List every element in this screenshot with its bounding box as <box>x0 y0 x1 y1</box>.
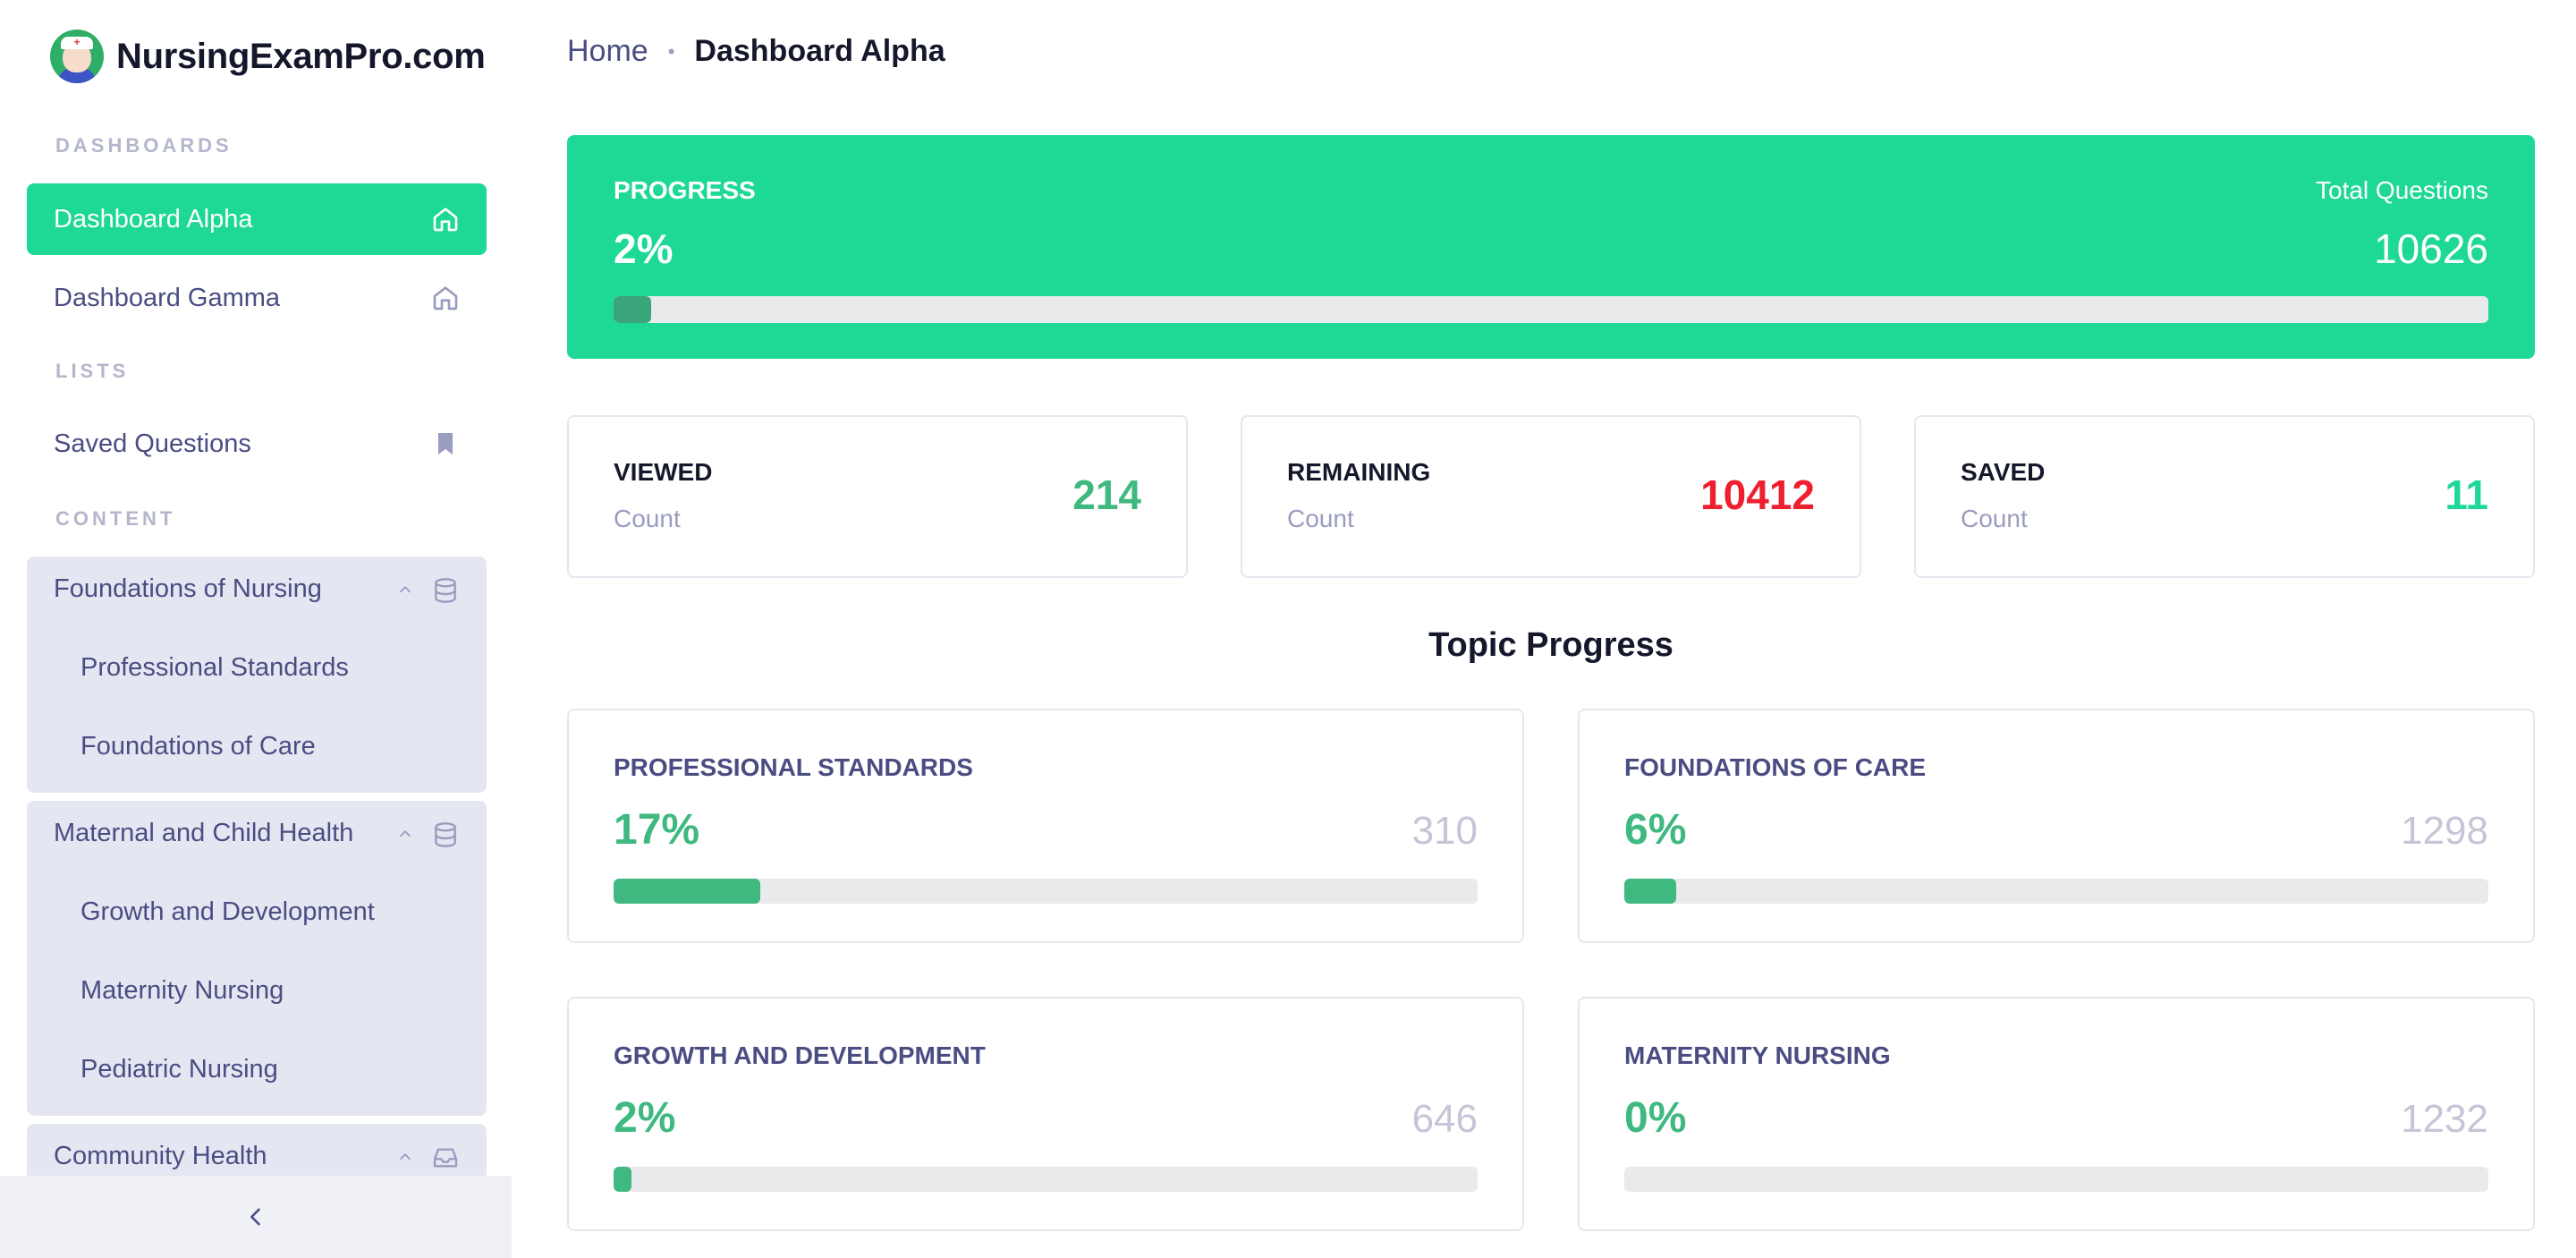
breadcrumb-home-link[interactable]: Home <box>567 34 648 68</box>
section-label-lists: LISTS <box>55 360 130 382</box>
topic-card-maternity-nursing[interactable]: MATERNITY NURSING 0% 1232 <box>1578 997 2535 1231</box>
sidebar-subitem-professional-standards[interactable]: Professional Standards <box>80 653 349 682</box>
total-questions-value: 10626 <box>2374 225 2488 272</box>
home-icon <box>433 286 458 310</box>
topic-label: GROWTH AND DEVELOPMENT <box>614 1041 986 1069</box>
overall-progress-card: PROGRESS 2% Total Questions 10626 <box>567 135 2535 359</box>
topic-label: PROFESSIONAL STANDARDS <box>614 753 973 781</box>
breadcrumb-current: Dashboard Alpha <box>694 34 945 68</box>
breadcrumb: Home • Dashboard Alpha <box>567 34 945 69</box>
breadcrumb-separator: • <box>667 39 675 63</box>
stat-card-remaining: REMAINING Count 10412 <box>1241 415 1861 578</box>
section-label-content: CONTENT <box>55 507 176 530</box>
sidebar-group-title[interactable]: Community Health <box>54 1142 267 1170</box>
database-icon <box>435 578 456 603</box>
topic-percent: 6% <box>1624 806 1687 854</box>
sidebar-subitem-pediatric-nursing[interactable]: Pediatric Nursing <box>80 1055 278 1084</box>
topic-progress-track <box>614 1167 1478 1192</box>
sidebar-collapse-button[interactable] <box>0 1176 512 1258</box>
topic-progress-fill <box>1624 879 1676 904</box>
topic-label: MATERNITY NURSING <box>1624 1041 1891 1069</box>
stat-sub: Count <box>1961 505 2028 532</box>
stat-label: SAVED <box>1961 458 2046 486</box>
stat-card-saved: SAVED Count 11 <box>1914 415 2535 578</box>
sidebar-item-saved-questions[interactable]: Saved Questions <box>27 408 487 480</box>
topic-progress-fill <box>614 1167 631 1192</box>
topic-percent: 17% <box>614 806 700 854</box>
progress-bar-fill <box>614 296 651 323</box>
chevron-up-icon[interactable] <box>395 580 415 599</box>
progress-bar-track <box>614 296 2488 323</box>
section-label-dashboards: DASHBOARDS <box>55 134 233 157</box>
topic-progress-track <box>1624 1167 2488 1192</box>
stat-sub: Count <box>614 505 681 532</box>
sidebar-item-label: Saved Questions <box>54 429 251 458</box>
progress-value: 2% <box>614 225 674 272</box>
stat-label: VIEWED <box>614 458 713 486</box>
stat-label: REMAINING <box>1287 458 1431 486</box>
home-icon <box>433 208 458 232</box>
stat-value: 11 <box>2445 472 2488 518</box>
topic-percent: 0% <box>1624 1094 1687 1142</box>
sidebar-item-label: Dashboard Alpha <box>54 204 253 234</box>
topic-percent: 2% <box>614 1094 676 1142</box>
database-icon <box>435 822 456 847</box>
nurse-avatar-icon: + <box>50 30 104 83</box>
chevron-left-icon <box>250 1208 260 1226</box>
topic-progress-fill <box>614 879 761 904</box>
topic-total: 646 <box>1411 1097 1478 1141</box>
sidebar-item-dashboard-gamma[interactable]: Dashboard Gamma <box>27 262 487 334</box>
topic-progress-heading: Topic Progress <box>1428 626 1674 664</box>
topic-progress-track <box>1624 879 2488 904</box>
total-questions-label: Total Questions <box>2316 176 2488 204</box>
sidebar-subitem-maternity-nursing[interactable]: Maternity Nursing <box>80 976 284 1005</box>
sidebar-group-foundations-of-nursing: Foundations of Nursing Professional Stan… <box>27 557 487 793</box>
topic-progress-track <box>614 879 1478 904</box>
sidebar-subitem-foundations-of-care[interactable]: Foundations of Care <box>80 732 316 761</box>
sidebar-group-title[interactable]: Maternal and Child Health <box>54 819 354 847</box>
chevron-up-icon[interactable] <box>395 824 415 844</box>
bookmark-icon <box>438 433 453 455</box>
stat-card-viewed: VIEWED Count 214 <box>567 415 1188 578</box>
logo[interactable]: + NursingExamPro.com <box>50 29 486 84</box>
topic-card-foundations-of-care[interactable]: FOUNDATIONS OF CARE 6% 1298 <box>1578 709 2535 943</box>
topic-card-professional-standards[interactable]: PROFESSIONAL STANDARDS 17% 310 <box>567 709 1524 943</box>
stat-sub: Count <box>1287 505 1354 532</box>
sidebar-group-maternal-and-child-health: Maternal and Child Health Growth and Dev… <box>27 801 487 1116</box>
sidebar: + NursingExamPro.com DASHBOARDS Dashboar… <box>0 0 512 1258</box>
topic-total: 1298 <box>2401 809 2488 853</box>
sidebar-group-title[interactable]: Foundations of Nursing <box>54 574 322 603</box>
stat-value: 214 <box>1072 472 1141 518</box>
topic-card-growth-and-development[interactable]: GROWTH AND DEVELOPMENT 2% 646 <box>567 997 1524 1231</box>
stat-value: 10412 <box>1700 472 1815 518</box>
topic-total: 1232 <box>2401 1097 2488 1141</box>
sidebar-item-dashboard-alpha[interactable]: Dashboard Alpha <box>27 183 487 255</box>
progress-label: PROGRESS <box>614 176 756 204</box>
sidebar-item-label: Dashboard Gamma <box>54 283 281 312</box>
chevron-up-icon[interactable] <box>395 1147 415 1167</box>
sidebar-subitem-growth-and-development[interactable]: Growth and Development <box>80 897 375 926</box>
topic-label: FOUNDATIONS OF CARE <box>1624 753 1927 781</box>
app-name: NursingExamPro.com <box>116 36 486 76</box>
topic-total: 310 <box>1411 809 1478 853</box>
inbox-icon <box>433 1148 458 1168</box>
main-content: Home • Dashboard Alpha PROGRESS 2% Total… <box>567 0 2535 1258</box>
